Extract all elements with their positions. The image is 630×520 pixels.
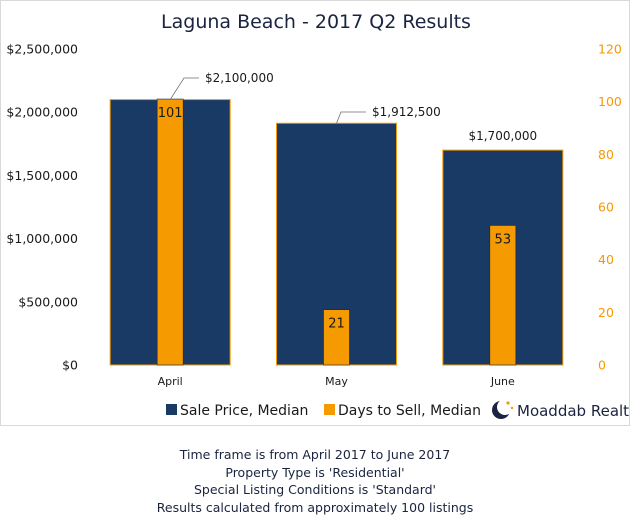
brand-name: Moaddab Realty xyxy=(517,402,629,420)
chart-panel: Laguna Beach - 2017 Q2 Results $0 $500,00… xyxy=(0,0,630,426)
bar-days-to-sell xyxy=(323,309,350,366)
bar-days-to-sell xyxy=(489,225,517,366)
footer-notes: Time frame is from April 2017 to June 20… xyxy=(0,446,630,516)
y-tick-label-left: $2,000,000 xyxy=(6,105,78,120)
legend-swatch-sale-price xyxy=(166,404,177,415)
leader-line xyxy=(169,77,199,100)
footer-line: Special Listing Conditions is 'Standard' xyxy=(194,482,436,497)
y-tick-label-left: $2,500,000 xyxy=(6,42,78,57)
legend-label-sale-price: Sale Price, Median xyxy=(180,403,308,419)
legend-swatch-days-to-sell xyxy=(324,404,335,415)
legend: Sale Price, Median Days to Sell, Median xyxy=(166,403,481,419)
data-label-days-to-sell: 21 xyxy=(328,317,345,332)
y-tick-label-left: $0 xyxy=(62,358,78,373)
y-tick-label-right: 40 xyxy=(598,252,614,267)
x-axis: April May June xyxy=(158,375,515,388)
x-tick-label: May xyxy=(325,375,348,388)
data-labels-group: 101 $2,100,000 21 $1,912,500 53 $1,700,000 xyxy=(158,71,537,332)
brand-logo: Moaddab Realty xyxy=(492,399,630,420)
data-label-sale-price: $2,100,000 xyxy=(205,71,274,85)
data-label-days-to-sell: 53 xyxy=(495,232,512,247)
footer-line: Results calculated from approximately 10… xyxy=(156,499,474,515)
data-label-days-to-sell: 101 xyxy=(158,106,183,121)
y-tick-label-right: 0 xyxy=(598,358,606,373)
legend-label-days-to-sell: Days to Sell, Median xyxy=(338,403,481,419)
chart-svg: Laguna Beach - 2017 Q2 Results $0 $500,00… xyxy=(6,11,630,420)
left-axis: $0 $500,000 $1,000,000 $1,500,000 $2,000,000… xyxy=(6,42,78,373)
x-tick-label: June xyxy=(490,375,515,388)
footer-line: Property Type is 'Residential' xyxy=(225,464,405,480)
y-tick-label-right: 60 xyxy=(598,200,614,215)
bar-days-to-sell xyxy=(156,98,184,366)
right-axis: 0 20 40 60 80 100 120 xyxy=(598,42,622,373)
data-label-sale-price: $1,912,500 xyxy=(372,105,441,119)
y-tick-label-right: 100 xyxy=(598,94,622,109)
y-tick-label-right: 80 xyxy=(598,147,614,162)
y-tick-label-right: 120 xyxy=(598,42,622,57)
y-tick-label-right: 20 xyxy=(598,305,614,320)
x-tick-label: April xyxy=(158,375,183,388)
data-label-sale-price: $1,700,000 xyxy=(468,129,537,143)
chart-title: Laguna Beach - 2017 Q2 Results xyxy=(161,11,471,33)
y-tick-label-left: $1,500,000 xyxy=(6,168,78,183)
crescent-moon-icon xyxy=(492,399,514,419)
y-tick-label-left: $500,000 xyxy=(18,294,78,309)
y-tick-label-left: $1,000,000 xyxy=(6,231,78,246)
footer-line: Time frame is from April 2017 to June 20… xyxy=(179,447,451,462)
leader-line xyxy=(336,111,366,124)
